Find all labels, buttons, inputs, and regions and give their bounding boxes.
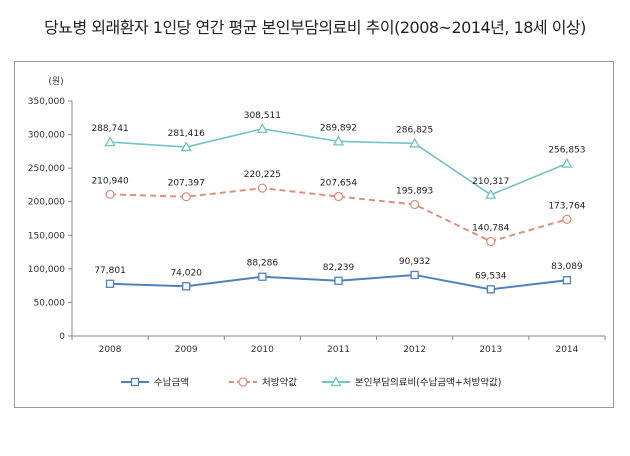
data-point (562, 276, 572, 285)
legend-marker (330, 376, 342, 387)
x-tick-label: 2012 (403, 345, 426, 355)
data-point (105, 279, 115, 288)
x-tick-label: 2014 (555, 345, 578, 355)
legend-label: 본인부담의료비(수납금액+처방약값) (355, 377, 501, 389)
legend-label: 수납금액 (154, 377, 189, 389)
y-tick-label: 300,000 (28, 131, 65, 141)
y-tick-label: 0 (59, 332, 65, 342)
data-label: 77,801 (94, 266, 126, 276)
data-label: 82,239 (323, 263, 355, 273)
data-point (486, 236, 496, 247)
y-tick-label: 150,000 (28, 231, 65, 241)
legend-marker (130, 377, 140, 387)
data-point (182, 282, 191, 291)
data-point (256, 123, 268, 134)
y-tick-label: 50,000 (34, 298, 66, 308)
data-label: 256,853 (548, 146, 585, 156)
data-point (561, 157, 573, 168)
data-label: 83,089 (551, 262, 583, 272)
series-square: 77,801 74,020 88,286 82,239 90,932 69,534 83,0… (94, 257, 583, 294)
data-label: 286,825 (396, 125, 433, 135)
data-point (334, 276, 343, 285)
data-point (258, 272, 267, 281)
x-tick-label: 2009 (175, 345, 198, 355)
data-point (181, 192, 191, 202)
data-label: 140,784 (472, 223, 509, 233)
data-label: 220,225 (244, 170, 281, 180)
data-point (486, 285, 495, 294)
series-layer: 77,801 74,020 88,286 82,239 90,932 69,534 83,0… (91, 111, 586, 294)
x-tick-label: 2010 (251, 345, 274, 355)
data-label: 288,741 (91, 124, 128, 134)
data-point (410, 270, 419, 280)
series-circle: 210,940 207,397 220,225 207,654 195,893 140,7… (91, 170, 586, 247)
data-point (105, 189, 115, 200)
axes: 0 50,000 100,000 150,000 200,000 250,000 300,0… (28, 97, 606, 355)
x-tick-label: 2008 (99, 345, 122, 355)
data-label: 88,286 (247, 259, 279, 269)
data-label: 173,764 (548, 201, 585, 211)
chart-title: 당뇨병 외래환자 1인당 연간 평균 본인부담의료비 추이(2008~2014년… (44, 18, 586, 37)
y-tick-label: 100,000 (28, 265, 65, 275)
data-label: 210,940 (91, 176, 128, 186)
x-tick-label: 2011 (327, 345, 350, 355)
legend: 수납금액 처방약값 본인부담의료비(수납금액+처방약값) (121, 376, 501, 389)
data-point (562, 214, 572, 224)
data-label: 207,654 (320, 179, 357, 189)
data-point (257, 183, 268, 193)
data-label: 69,534 (475, 271, 507, 281)
series-triangle: 288,741 281,416 308,511 289,892 286,825 210,3… (91, 111, 586, 199)
x-tick-label: 2013 (479, 345, 502, 355)
data-label: 281,416 (168, 129, 205, 139)
data-label: 308,511 (244, 111, 281, 121)
legend-marker (238, 377, 248, 387)
data-point (409, 137, 421, 148)
legend-label: 처방약값 (262, 377, 297, 389)
data-label: 195,893 (396, 186, 433, 196)
data-point (180, 141, 192, 152)
data-label: 207,397 (168, 179, 205, 189)
y-tick-label: 350,000 (28, 97, 65, 107)
y-tick-label: 250,000 (28, 164, 65, 174)
y-unit-label: (원) (48, 76, 63, 87)
data-point (485, 188, 497, 199)
y-tick-label: 200,000 (28, 198, 65, 208)
data-label: 210,317 (472, 177, 509, 187)
data-point (332, 135, 345, 146)
data-label: 90,932 (399, 257, 431, 267)
data-point (409, 199, 420, 210)
data-label: 289,892 (320, 123, 357, 133)
data-point (333, 191, 344, 202)
data-label: 74,020 (170, 268, 202, 278)
data-point (104, 136, 116, 147)
chart-frame (14, 61, 614, 408)
